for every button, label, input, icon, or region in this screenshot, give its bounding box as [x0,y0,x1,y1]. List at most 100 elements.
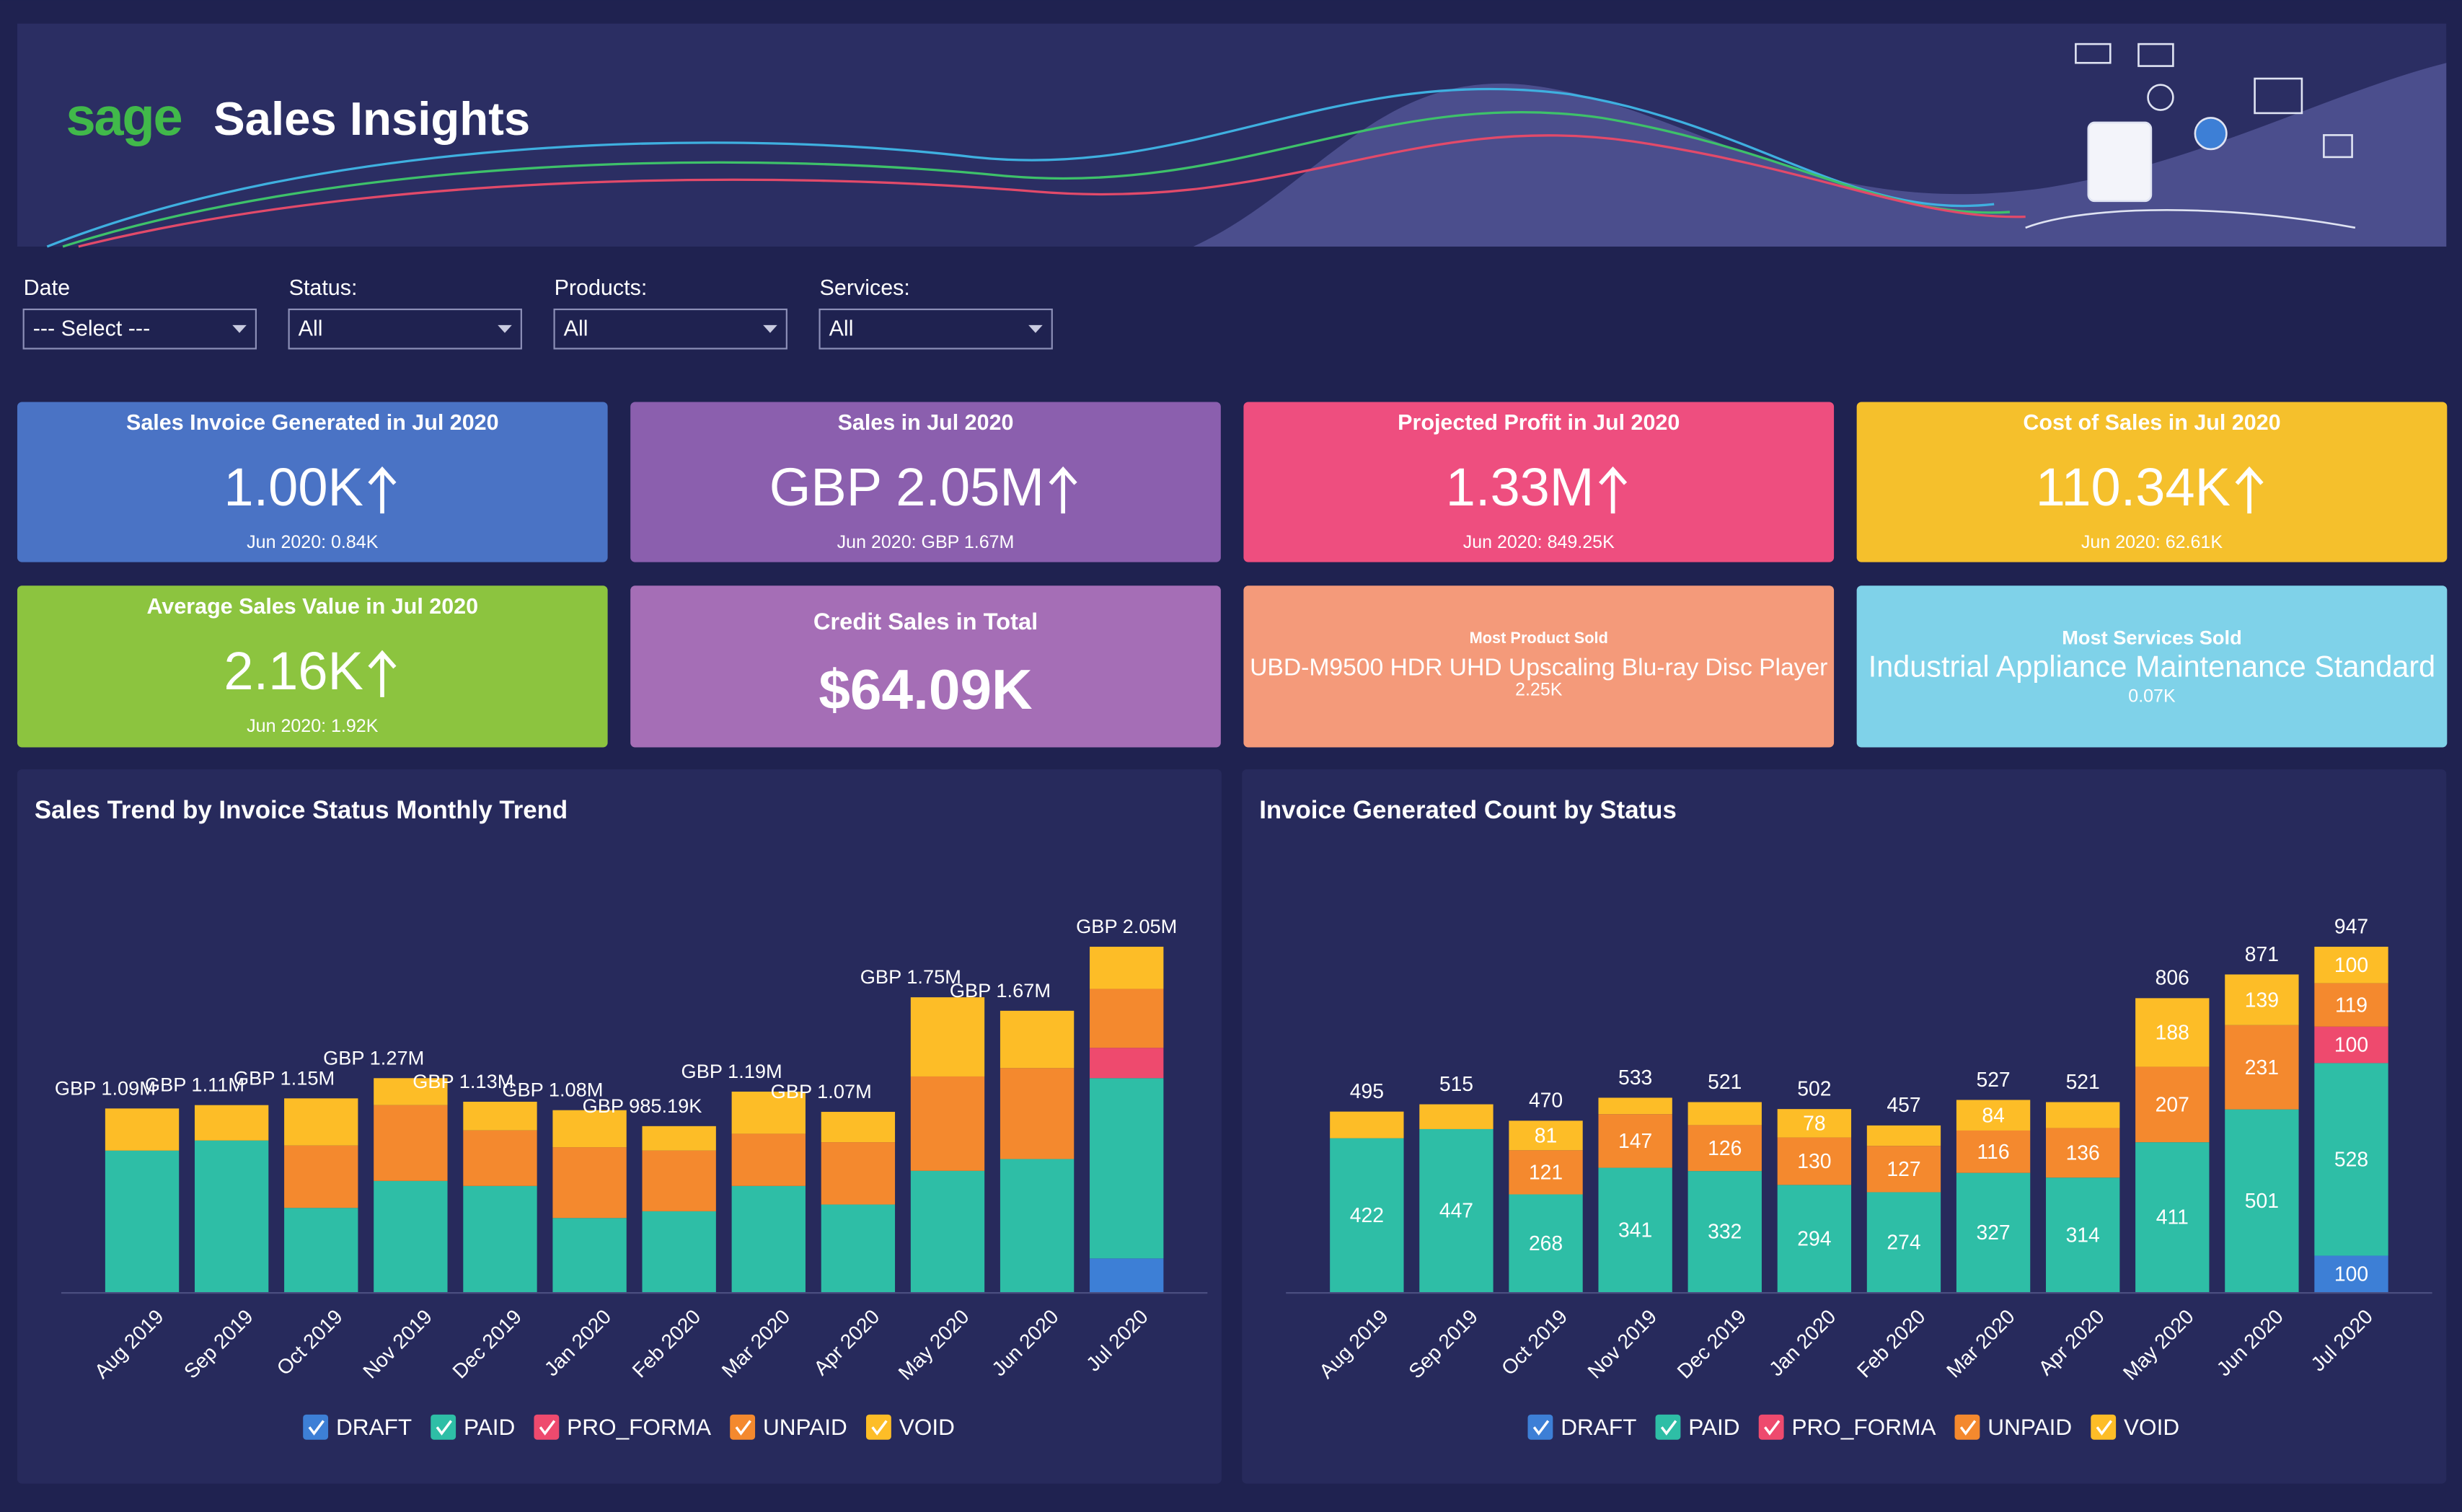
bar-segment [284,1208,358,1293]
bar-segment [731,1133,806,1186]
segment-label: 100 [2334,1033,2368,1056]
segment-label: 447 [1439,1199,1473,1222]
icon-chart [2254,77,2303,115]
bar-segment [642,1126,716,1151]
legend-swatch [431,1414,456,1440]
bar-segment [1090,947,1164,989]
card-value: GBP 2.05M [769,457,1044,517]
icon-circle [2147,84,2174,111]
legend-item[interactable]: DRAFT [303,1414,412,1440]
segment-label: 139 [2245,988,2279,1011]
bar-segment [1777,1109,1852,1138]
bar-segment [2046,1102,2120,1128]
total-label: 527 [1976,1068,2010,1091]
icon-box [2323,134,2353,159]
select-value: All [299,316,323,340]
bar-segment [284,1145,358,1208]
select-box [553,308,787,350]
total-label: 806 [2156,966,2189,989]
legend-label: VOID [2124,1414,2179,1440]
chart-panel: Invoice Generated Count by Status422495A… [1242,769,2447,1484]
legend-check [735,1420,751,1436]
bar-segment [2046,1177,2120,1293]
bar-segment [910,997,985,1076]
bar-segment [1509,1194,1583,1293]
segment-label: 78 [1803,1112,1825,1135]
bar-segment [1687,1125,1762,1172]
select[interactable]: All [288,308,522,350]
bar-segment [1000,1010,1075,1069]
bar-segment [642,1150,716,1211]
legend-item[interactable]: PAID [1655,1414,1740,1440]
bar-segment [1090,1048,1164,1079]
bar-segment [2135,1066,2210,1143]
total-label: 871 [2245,942,2279,965]
card-note: Jun 2020: 0.84K [247,532,379,552]
trend-arrow [1049,466,1077,514]
card-bg [1856,402,2448,562]
legend-label: PRO_FORMA [1791,1414,1936,1440]
bar-segment [1598,1097,1672,1115]
select[interactable]: All [819,308,1053,350]
bar-segment [821,1112,896,1143]
total-label: 470 [1529,1089,1563,1112]
header-banner: sage Sales Insights [17,23,2447,248]
card-bg [1856,585,2448,748]
bar-segment [2314,947,2388,983]
legend-swatch [1527,1414,1553,1440]
legend-label: DRAFT [336,1414,412,1440]
legend-item[interactable]: PRO_FORMA [534,1414,711,1440]
bar-segment [1956,1100,2031,1131]
bar-segment [105,1108,180,1151]
bar-segment [552,1218,627,1293]
card-title: Most Services Sold [2062,626,2241,648]
bar-segment [2314,983,2388,1027]
legend-item[interactable]: PAID [431,1414,515,1440]
legend-item[interactable]: DRAFT [1527,1414,1637,1440]
bar-segment [1866,1192,1941,1293]
legend-item[interactable]: UNPAID [730,1414,847,1440]
floor [2025,209,2356,229]
select-box [22,308,257,350]
legend-item[interactable]: UNPAID [1954,1414,2073,1440]
card-note: Jun 2020: 849.25K [1463,532,1615,552]
legend-check [2096,1420,2112,1436]
trend-arrow [2235,466,2264,514]
select-arrow [232,324,247,333]
card-title: Credit Sales in Total [813,608,1038,635]
select[interactable]: All [553,308,787,350]
segment-label: 274 [1887,1230,1920,1253]
bar-segment [642,1211,716,1293]
bar-segment [1598,1167,1672,1293]
total-label: GBP 1.19M [681,1060,782,1082]
bar-segment [910,1076,985,1171]
total-label: 502 [1797,1076,1831,1100]
filter-label: Services: [820,275,910,300]
card-note: Jun 2020: GBP 1.67M [837,532,1015,552]
total-label: GBP 985.19K [583,1095,702,1117]
kpi-card: Projected Profit in Jul 2020 1.33M Jun 202… [1243,402,1835,562]
legend-swatch [534,1414,560,1440]
legend-item[interactable]: VOID [865,1414,955,1440]
bar-segment [2314,1255,2388,1293]
card-bg [630,585,1221,748]
bar-segment [1330,1138,1404,1293]
filter-label: Date [24,275,70,300]
select[interactable]: --- Select --- [22,308,257,350]
trend-arrow [368,466,397,514]
kpi-card: Credit Sales in Total $64.09K [630,585,1221,748]
bar-segment [1866,1146,1941,1193]
bar-segment [2135,998,2210,1067]
select-value: All [829,316,854,340]
legend-check [539,1420,556,1436]
card-title: Sales Invoice Generated in Jul 2020 [126,410,499,435]
legend-item[interactable]: PRO_FORMA [1758,1414,1936,1440]
segment-label: 119 [2335,993,2368,1016]
legend-swatch [730,1414,756,1440]
card-bg [630,402,1221,562]
legend-item[interactable]: VOID [2091,1414,2179,1440]
total-label: GBP 1.75M [860,965,961,988]
card-value: Industrial Appliance Maintenance Standar… [1868,650,2435,684]
card-value: UBD-M9500 HDR UHD Upscaling Blu-ray Disc… [1250,654,1827,681]
